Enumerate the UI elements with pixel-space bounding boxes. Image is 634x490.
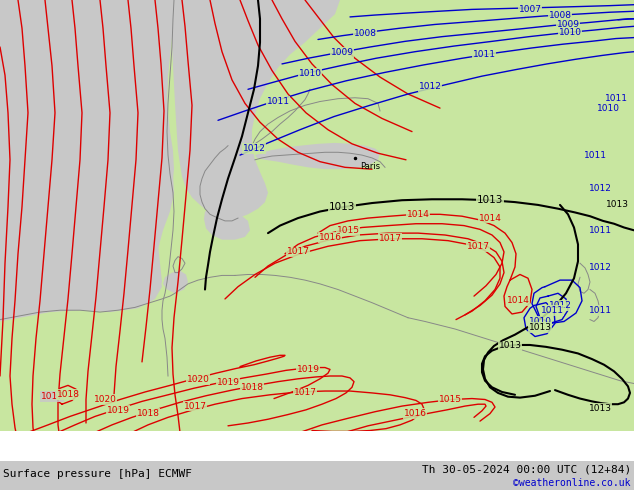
Text: 1018: 1018 bbox=[136, 409, 160, 418]
Text: 1010: 1010 bbox=[597, 103, 620, 113]
Text: 1017: 1017 bbox=[467, 242, 489, 251]
Text: 1013: 1013 bbox=[605, 200, 628, 209]
Text: 1013: 1013 bbox=[477, 195, 503, 205]
Text: 1010: 1010 bbox=[529, 317, 552, 326]
Text: 1017: 1017 bbox=[41, 392, 63, 401]
Text: 1020: 1020 bbox=[186, 375, 209, 384]
Text: 1009: 1009 bbox=[557, 20, 579, 29]
Text: 1015: 1015 bbox=[439, 395, 462, 404]
Text: Paris: Paris bbox=[360, 162, 380, 171]
Text: 1011: 1011 bbox=[588, 226, 612, 235]
Text: 1012: 1012 bbox=[588, 183, 611, 193]
Text: 1010: 1010 bbox=[559, 28, 581, 37]
Text: 1011: 1011 bbox=[266, 97, 290, 106]
Text: 1011: 1011 bbox=[605, 94, 628, 103]
Text: 1013: 1013 bbox=[529, 322, 552, 332]
Text: 1012: 1012 bbox=[588, 264, 611, 272]
Text: 1013: 1013 bbox=[498, 342, 522, 350]
Text: 1014: 1014 bbox=[479, 214, 501, 222]
Text: 1017: 1017 bbox=[287, 247, 309, 256]
Text: 1013: 1013 bbox=[588, 404, 612, 414]
Text: 1008: 1008 bbox=[548, 11, 571, 21]
Text: 1019: 1019 bbox=[216, 378, 240, 387]
Text: 1013: 1013 bbox=[329, 202, 355, 212]
Text: 1017: 1017 bbox=[183, 402, 207, 411]
Text: Surface pressure [hPa] ECMWF: Surface pressure [hPa] ECMWF bbox=[3, 469, 192, 479]
Text: 1015: 1015 bbox=[337, 226, 359, 235]
Text: 1012: 1012 bbox=[548, 301, 571, 310]
Text: 1011: 1011 bbox=[472, 50, 496, 59]
Text: 1014: 1014 bbox=[507, 296, 529, 305]
Text: 1019: 1019 bbox=[297, 365, 320, 374]
Text: 1009: 1009 bbox=[330, 48, 354, 57]
Text: 1007: 1007 bbox=[519, 5, 541, 14]
Text: 1017: 1017 bbox=[294, 389, 316, 397]
Text: 1008: 1008 bbox=[354, 29, 377, 38]
Text: 1017: 1017 bbox=[378, 234, 401, 243]
Text: 1020: 1020 bbox=[94, 395, 117, 404]
Text: Th 30-05-2024 00:00 UTC (12+84): Th 30-05-2024 00:00 UTC (12+84) bbox=[422, 465, 631, 474]
Text: 1014: 1014 bbox=[406, 210, 429, 219]
Text: 1019: 1019 bbox=[107, 406, 129, 416]
Text: 1018: 1018 bbox=[56, 391, 79, 399]
Text: 1011: 1011 bbox=[583, 150, 607, 160]
Bar bbox=[0, 431, 634, 461]
Text: 1011: 1011 bbox=[541, 306, 564, 315]
Text: 1010: 1010 bbox=[299, 69, 321, 78]
Text: 1018: 1018 bbox=[240, 383, 264, 392]
Text: 1012: 1012 bbox=[243, 144, 266, 153]
Text: 1012: 1012 bbox=[418, 82, 441, 91]
Text: 1016: 1016 bbox=[403, 409, 427, 418]
Text: 1011: 1011 bbox=[588, 306, 612, 315]
Text: 1016: 1016 bbox=[318, 233, 342, 243]
Text: ©weatheronline.co.uk: ©weatheronline.co.uk bbox=[514, 478, 631, 488]
